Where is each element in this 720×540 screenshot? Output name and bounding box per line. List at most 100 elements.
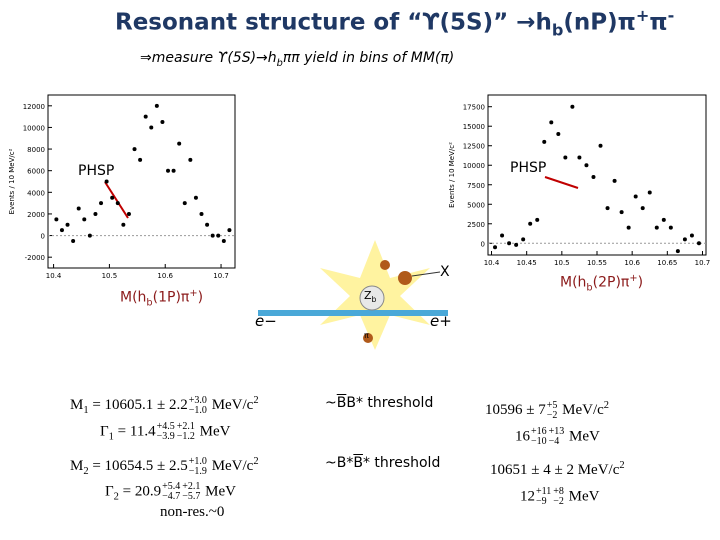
y-tick-label: 6000 [27,168,45,176]
error-up: +16 [531,426,547,437]
data-point [612,178,617,183]
result: M2 = 10654.5 ± 2.5 +1.0 −1.9 MeV/c2 [70,456,259,477]
x-tick-label: 10.45 [517,259,537,267]
result: 12 +11 −9 +8 −2 MeV [520,487,600,507]
data-point [626,225,631,230]
x-line [411,271,441,277]
error-up: +5.4 [162,481,181,492]
x-tick-label: 10.5 [102,272,118,280]
data-point [654,225,659,230]
data-point [99,201,104,206]
text: B* threshold [346,395,434,411]
data-point [65,222,70,227]
text: ⇒measure ϒ(5S)→h [140,50,277,66]
arrow [544,176,579,189]
text: (nP)π [563,9,636,36]
result: 10596 ± 7 +5 −2 MeV/c2 [485,400,609,421]
superscript: - [667,6,675,25]
text: MeV [565,428,600,445]
error-down: −1.0 [188,404,207,416]
text: MeV [564,488,600,505]
x-tick-label: 10.4 [484,259,500,267]
error-up: +2.1 [176,421,195,432]
data-point [71,238,76,243]
diagram-label: e− [255,312,277,330]
data-point [177,141,182,146]
data-point [104,179,109,184]
text: MeV [195,423,231,440]
data-point [647,190,652,195]
error-stack: +2.1 −1.2 [177,422,195,442]
error-down: −2 [546,409,558,421]
subscript: 1 [108,431,114,443]
data-point [570,104,575,109]
error-down: −1.9 [188,465,207,477]
superscript: + [189,288,198,299]
error-stack: +5.4 −4.7 [162,482,180,502]
text: M [70,458,84,474]
subscript: b [276,57,283,69]
x-tick-label: 10.65 [657,259,677,267]
superscript: 2 [253,395,259,406]
error-stack: +13 −4 [549,427,565,447]
data-point [93,211,98,216]
text: = 10654.5 ± 2.5 [88,458,188,474]
text: Z [364,289,372,302]
data-point [132,147,137,152]
y-tick-label: 10000 [23,124,45,132]
data-point [82,217,87,222]
data-point [199,211,204,216]
data-point [205,222,210,227]
data-point [59,228,64,233]
error-stack: +4.5 −3.9 [157,422,175,442]
data-point [507,241,512,246]
text: = 20.9 [118,483,162,500]
x-tick-label: 10.5 [554,259,570,267]
data-point [115,201,120,206]
y-tick-label: 7500 [467,182,485,190]
error-down: −5.7 [182,491,201,502]
y-axis-label: Events / 10 MeV/c² [448,142,456,208]
pi-node [363,333,373,343]
data-point [542,139,547,144]
error-stack: +8 −2 [553,487,564,507]
y-tick-label: -2000 [25,254,45,262]
data-point [535,217,540,222]
data-point [577,155,582,160]
subscript: 2 [113,491,119,503]
data-point [521,237,526,242]
data-point [143,114,148,119]
superscript: 2 [619,460,625,471]
data-point [210,233,215,238]
subscript: b [146,297,153,309]
data-point [514,242,519,247]
data-point [563,155,568,160]
x-tick-label: 10.4 [46,272,62,280]
error-down: −9 [536,496,547,507]
text: M(h [120,289,147,306]
text: MeV [201,483,236,500]
error-up: +3.0 [188,394,207,406]
text: ππ yield in bins of MM(π) [282,50,455,66]
data-point [493,245,498,250]
text: MeV/c [558,402,604,418]
overlined: B [336,395,347,411]
data-point [76,206,81,211]
data-point [166,168,171,173]
text: (2P)π [592,274,630,291]
data-point [584,163,589,168]
text: ~ [325,395,337,411]
diagram-label: X [440,264,450,280]
data-point [633,194,638,199]
text: M(h [560,274,587,291]
data-point [160,120,165,125]
y-tick-label: 0 [481,240,485,248]
data-point [138,157,143,162]
error-up: +8 [553,486,564,497]
data-point [500,233,505,238]
data-point [640,206,645,211]
text: M [70,397,84,413]
data-point [682,237,687,242]
zb-node [359,285,385,311]
y-tick-label: 2000 [27,211,45,219]
